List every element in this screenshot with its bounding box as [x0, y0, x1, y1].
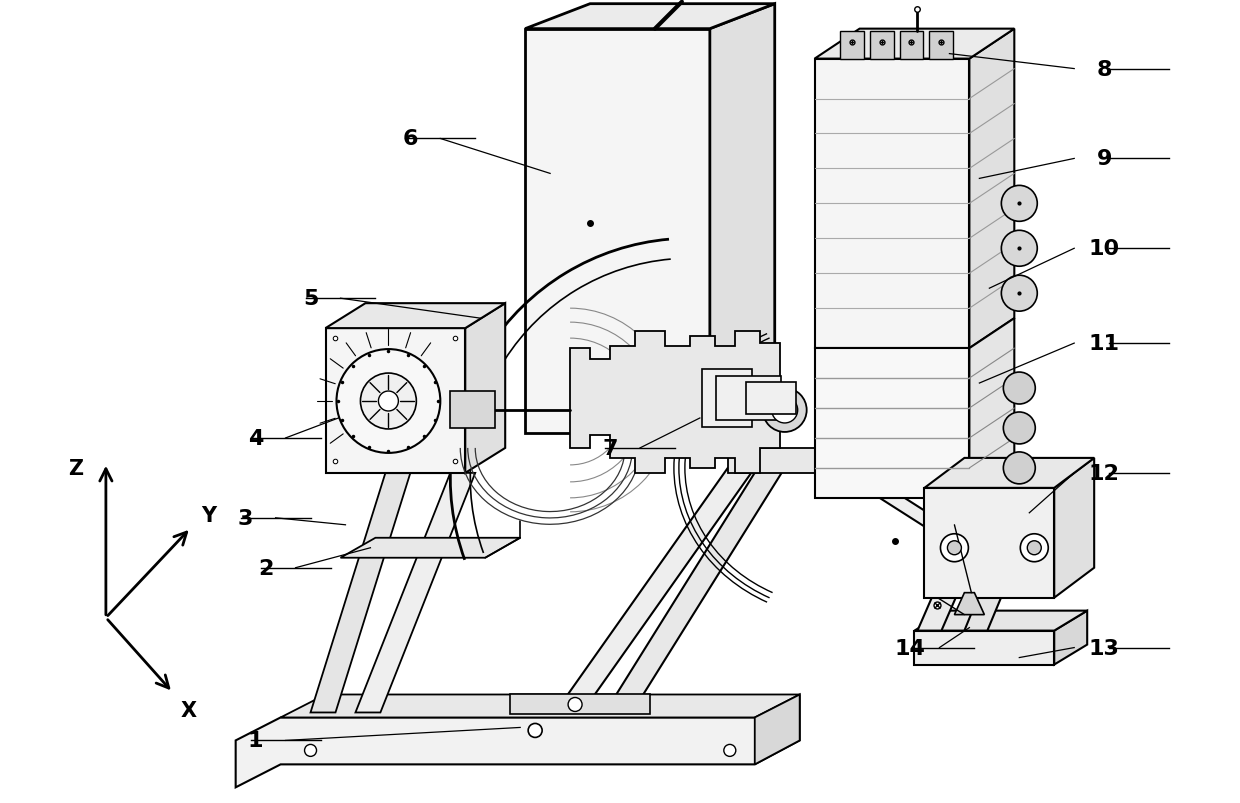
Polygon shape	[879, 468, 1044, 563]
Circle shape	[947, 541, 961, 555]
Text: 7: 7	[603, 438, 618, 459]
Text: 12: 12	[1089, 463, 1120, 483]
Bar	[745, 382, 796, 414]
Text: 10: 10	[1089, 239, 1120, 259]
Circle shape	[305, 744, 316, 756]
Circle shape	[361, 373, 417, 430]
Bar	[869, 31, 894, 59]
Polygon shape	[970, 30, 1014, 349]
Polygon shape	[510, 695, 650, 715]
Polygon shape	[526, 5, 775, 30]
Text: 11: 11	[1089, 334, 1120, 353]
Text: Z: Z	[68, 459, 83, 479]
Polygon shape	[815, 349, 970, 498]
Text: 14: 14	[894, 638, 925, 658]
Text: Y: Y	[201, 505, 216, 525]
Bar	[702, 369, 751, 427]
Bar	[839, 31, 863, 59]
Polygon shape	[1054, 459, 1094, 598]
Text: 8: 8	[1096, 59, 1112, 79]
Polygon shape	[450, 392, 495, 429]
Polygon shape	[326, 304, 505, 328]
Polygon shape	[815, 30, 1014, 59]
Circle shape	[1003, 452, 1035, 484]
Text: X: X	[181, 700, 197, 720]
Polygon shape	[918, 525, 987, 631]
Circle shape	[1027, 541, 1042, 555]
Text: 1: 1	[248, 731, 263, 751]
Bar	[930, 31, 954, 59]
Text: 2: 2	[258, 558, 273, 578]
Text: 3: 3	[238, 508, 253, 528]
Polygon shape	[914, 611, 1087, 631]
Polygon shape	[570, 332, 780, 473]
Text: 5: 5	[303, 289, 319, 309]
Circle shape	[771, 397, 797, 423]
Polygon shape	[925, 459, 1094, 488]
Circle shape	[1002, 231, 1038, 267]
Circle shape	[763, 389, 807, 432]
Polygon shape	[356, 473, 475, 712]
Polygon shape	[879, 498, 1034, 581]
Polygon shape	[310, 473, 410, 712]
Polygon shape	[326, 328, 465, 473]
Polygon shape	[970, 319, 1014, 498]
Polygon shape	[556, 468, 755, 712]
Polygon shape	[815, 59, 970, 349]
Circle shape	[940, 534, 968, 562]
Polygon shape	[914, 631, 1054, 665]
Polygon shape	[965, 525, 1032, 631]
Circle shape	[528, 724, 542, 737]
Text: 6: 6	[403, 129, 418, 149]
Polygon shape	[709, 5, 775, 434]
Polygon shape	[728, 448, 815, 473]
Circle shape	[568, 698, 582, 711]
Circle shape	[1003, 373, 1035, 405]
Circle shape	[724, 744, 735, 756]
Circle shape	[1002, 276, 1038, 312]
Bar	[689, 363, 720, 434]
Polygon shape	[605, 468, 785, 712]
Circle shape	[336, 349, 440, 454]
Polygon shape	[755, 695, 800, 764]
Text: 4: 4	[248, 429, 263, 448]
Polygon shape	[465, 304, 505, 473]
Text: 9: 9	[1096, 149, 1112, 169]
Circle shape	[1003, 413, 1035, 444]
Polygon shape	[526, 30, 709, 434]
Polygon shape	[341, 538, 520, 558]
Polygon shape	[280, 695, 800, 718]
Circle shape	[1002, 186, 1038, 222]
Polygon shape	[1054, 611, 1087, 665]
Text: 13: 13	[1089, 638, 1120, 658]
Polygon shape	[925, 488, 1054, 598]
Polygon shape	[236, 695, 800, 788]
Circle shape	[1021, 534, 1048, 562]
Bar	[717, 377, 781, 421]
Bar	[899, 31, 924, 59]
Polygon shape	[955, 593, 985, 615]
Circle shape	[378, 392, 398, 411]
